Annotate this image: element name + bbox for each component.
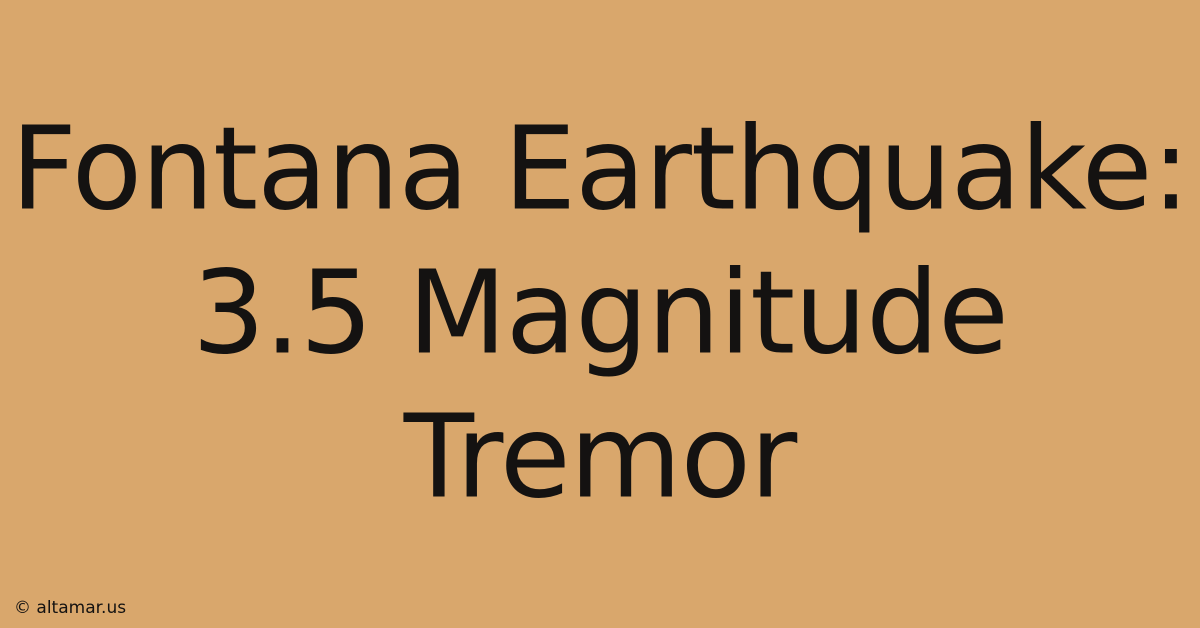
attribution-text: © altamar.us xyxy=(14,598,126,618)
headline-text: Fontana Earthquake: 3.5 Magnitude Tremor xyxy=(0,98,1200,529)
